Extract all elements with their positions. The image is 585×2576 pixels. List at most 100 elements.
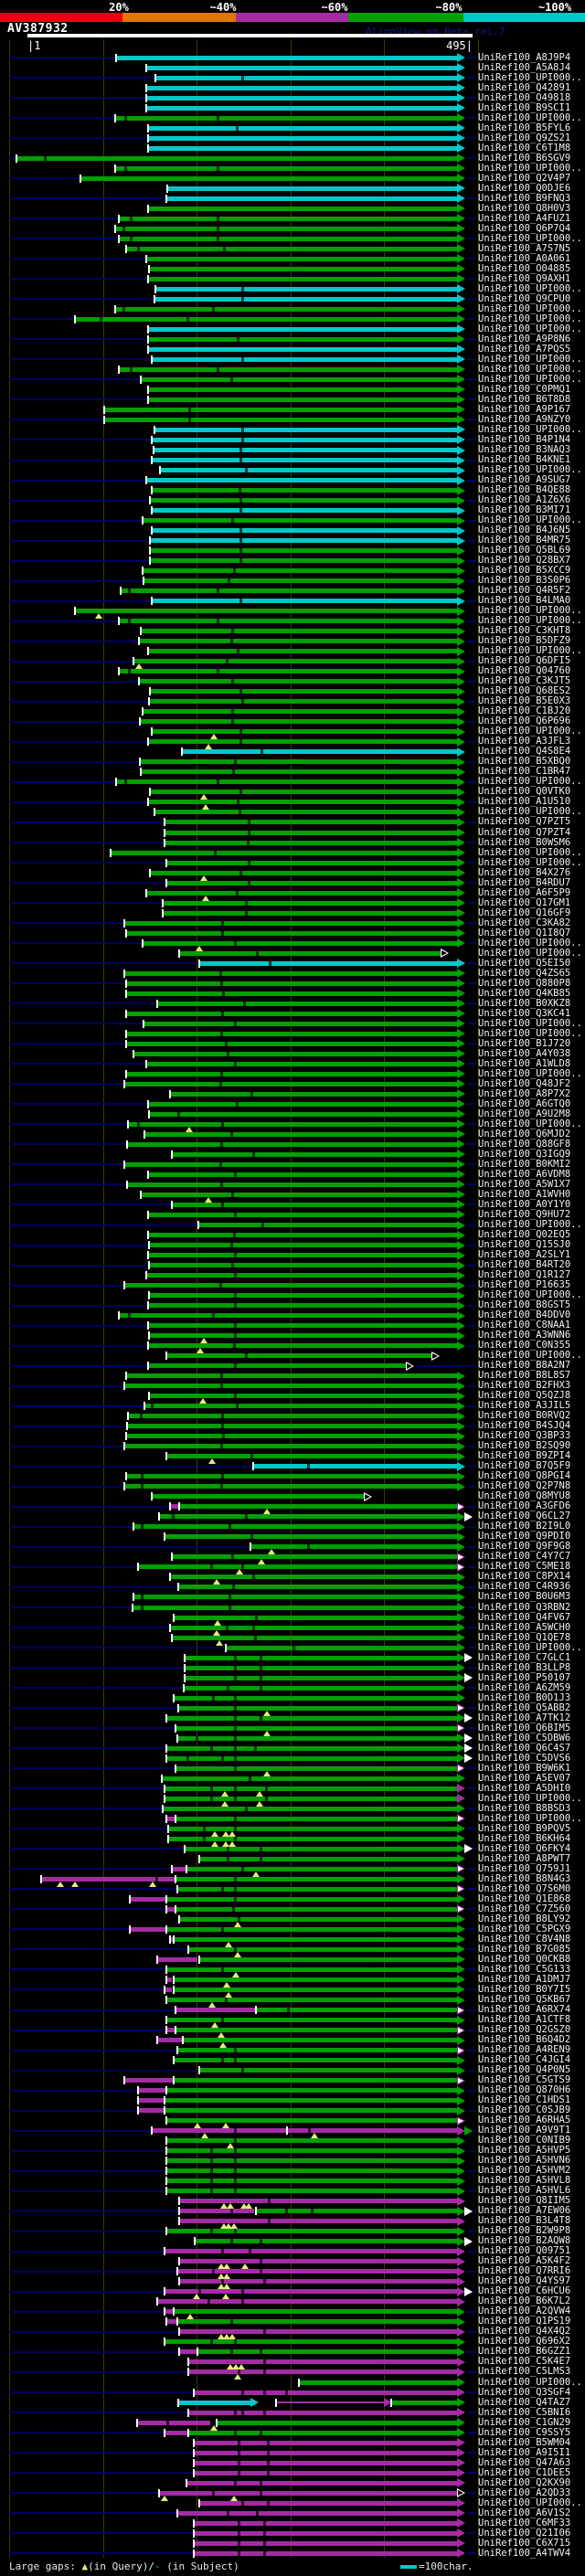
alignment-row[interactable]: UniRef100_C8NAA1 [0,1320,585,1330]
alignment-row[interactable]: UniRef100_A4Y038 [0,1048,585,1059]
alignment-row[interactable]: UniRef100_UPI000.. [0,283,585,294]
alignment-row[interactable]: UniRef100_C3KJT5 [0,676,585,686]
alignment-row[interactable]: UniRef100_UPI000.. [0,938,585,951]
alignment-row[interactable]: UniRef100_B0XKZ8 [0,998,585,1009]
alignment-row[interactable]: UniRef100_Q09751 [0,2246,585,2256]
alignment-row[interactable]: UniRef100_B2I9L0 [0,1521,585,1532]
alignment-row[interactable]: UniRef100_A2QD33 [0,2487,585,2501]
alignment-row[interactable]: UniRef100_A3GFD6 [0,1501,585,1515]
alignment-row[interactable]: UniRef100_Q6P696 [0,716,585,726]
alignment-row[interactable]: UniRef100_B5XCC9 [0,566,585,576]
alignment-row[interactable]: UniRef100_A8J9P4 [0,52,585,63]
alignment-row[interactable]: UniRef100_Q8MYU8 [0,1491,585,1501]
alignment-row[interactable]: UniRef100_C7GLC1 [0,1652,585,1663]
alignment-row[interactable]: UniRef100_B8GST5 [0,1300,585,1310]
alignment-row[interactable]: UniRef100_B7G085 [0,1944,585,1957]
alignment-row[interactable]: UniRef100_B3LLP8 [0,1662,585,1673]
alignment-row[interactable]: UniRef100_B2FHX3 [0,1381,585,1391]
alignment-row[interactable]: UniRef100_UPI000.. [0,606,585,620]
alignment-row[interactable]: UniRef100_Q6CL27 [0,1511,585,1521]
alignment-row[interactable]: UniRef100_A9V9T1 [0,2125,585,2139]
alignment-row[interactable]: UniRef100_O49818 [0,92,585,103]
alignment-row[interactable]: UniRef100_A9U2M8 [0,1108,585,1119]
alignment-row[interactable]: UniRef100_B5E0X3 [0,696,585,706]
alignment-row[interactable]: UniRef100_Q2V4P7 [0,173,585,184]
alignment-row[interactable]: UniRef100_Q2KX90 [0,2477,585,2488]
alignment-row[interactable]: UniRef100_A9I5I1 [0,2447,585,2458]
alignment-row[interactable]: UniRef100_Q17GM1 [0,897,585,908]
alignment-row[interactable]: UniRef100_Q9F9G8 [0,1542,585,1555]
alignment-row[interactable]: UniRef100_B6KH64 [0,1833,585,1847]
alignment-row[interactable]: UniRef100_Q870H6 [0,2085,585,2095]
alignment-row[interactable]: UniRef100_Q2P7N8 [0,1481,585,1491]
alignment-row[interactable]: UniRef100_Q68ES2 [0,686,585,696]
alignment-row[interactable]: UniRef100_A5HVM2 [0,2166,585,2176]
alignment-row[interactable]: UniRef100_B4P1N4 [0,434,585,445]
alignment-row[interactable]: UniRef100_C6HCU6 [0,2286,585,2300]
alignment-row[interactable]: UniRef100_C6X715 [0,2538,585,2549]
alignment-row[interactable]: UniRef100_B9W6K1 [0,1763,585,1776]
alignment-row[interactable]: UniRef100_A1WVH0 [0,1189,585,1203]
alignment-row[interactable]: UniRef100_A4TWV4 [0,2548,585,2559]
alignment-row[interactable]: UniRef100_UPI000.. [0,2377,585,2388]
alignment-row[interactable]: UniRef100_B9PQV5 [0,1823,585,1837]
alignment-row[interactable]: UniRef100_Q0VTK0 [0,787,585,800]
alignment-row[interactable]: UniRef100_A4FUZ1 [0,213,585,224]
alignment-row[interactable]: UniRef100_B4RDU7 [0,877,585,888]
alignment-row[interactable]: UniRef100_UPI000.. [0,1028,585,1039]
alignment-row[interactable]: UniRef100_UPI000.. [0,2497,585,2508]
alignment-row[interactable]: UniRef100_Q8PGI4 [0,1471,585,1481]
alignment-row[interactable]: UniRef100_Q9ZS21 [0,133,585,143]
alignment-row[interactable]: UniRef100_Q1I8Q7 [0,928,585,938]
alignment-row[interactable]: UniRef100_Q9CPU0 [0,293,585,304]
alignment-row[interactable]: UniRef100_Q0CKB8 [0,1954,585,1965]
alignment-row[interactable]: UniRef100_Q1E868 [0,1893,585,1904]
alignment-row[interactable]: UniRef100_B4MR75 [0,535,585,546]
alignment-row[interactable]: UniRef100_Q8IIM5 [0,2196,585,2210]
alignment-row[interactable]: UniRef100_A0Y1Y0 [0,1199,585,1210]
alignment-row[interactable]: UniRef100_Q9AXH1 [0,273,585,284]
alignment-row[interactable]: UniRef100_Q3KC41 [0,1008,585,1019]
alignment-row[interactable]: UniRef100_C4JGI4 [0,2055,585,2065]
alignment-row[interactable]: UniRef100_C5LMS3 [0,2367,585,2380]
alignment-row[interactable]: UniRef100_B5FYL6 [0,122,585,133]
alignment-row[interactable]: UniRef100_C0NIB9 [0,2136,585,2149]
alignment-row[interactable]: UniRef100_B0U6M3 [0,1592,585,1602]
alignment-row[interactable]: UniRef100_Q1PS19 [0,2316,585,2327]
alignment-row[interactable]: UniRef100_B6T8D8 [0,394,585,405]
alignment-row[interactable]: UniRef100_Q4KB85 [0,988,585,999]
alignment-row[interactable]: UniRef100_Q4TAZ7 [0,2397,585,2408]
alignment-row[interactable]: UniRef100_C1GN29 [0,2417,585,2431]
alignment-row[interactable]: UniRef100_UPI000.. [0,364,585,375]
alignment-row[interactable]: UniRef100_C5ME18 [0,1562,585,1575]
alignment-row[interactable]: UniRef100_C7Z560 [0,1903,585,1914]
alignment-row[interactable]: UniRef100_Q4S8E4 [0,747,585,757]
alignment-row[interactable]: UniRef100_A9SUG7 [0,475,585,485]
alignment-row[interactable]: UniRef100_B8N4G3 [0,1873,585,1887]
alignment-row[interactable]: UniRef100_Q48JF2 [0,1078,585,1089]
alignment-row[interactable]: UniRef100_Q42891 [0,82,585,93]
alignment-row[interactable]: UniRef100_Q02EQ5 [0,1230,585,1240]
alignment-row[interactable]: UniRef100_Q6DFI5 [0,656,585,670]
alignment-row[interactable]: UniRef100_UPI000.. [0,1642,585,1653]
alignment-row[interactable]: UniRef100_UPI000.. [0,424,585,435]
alignment-row[interactable]: UniRef100_B4LMA0 [0,596,585,606]
alignment-row[interactable]: UniRef100_A0A061 [0,253,585,264]
alignment-row[interactable]: UniRef100_Q6MJD2 [0,1129,585,1140]
alignment-row[interactable]: UniRef100_B4SJQ4 [0,1421,585,1431]
alignment-row[interactable]: UniRef100_UPI000.. [0,374,585,385]
alignment-row[interactable]: UniRef100_Q6BIM5 [0,1723,585,1736]
alignment-row[interactable]: UniRef100_Q880P8 [0,978,585,989]
alignment-row[interactable]: UniRef100_B0D1J3 [0,1692,585,1703]
alignment-row[interactable]: UniRef100_Q4YS97 [0,2276,585,2290]
alignment-row[interactable]: UniRef100_B4RT20 [0,1260,585,1270]
alignment-row[interactable]: UniRef100_A5DHI0 [0,1783,585,1797]
alignment-row[interactable]: UniRef100_UPI000.. [0,857,585,868]
alignment-row[interactable]: UniRef100_B1J720 [0,1038,585,1049]
alignment-row[interactable]: UniRef100_UPI000.. [0,616,585,626]
alignment-row[interactable]: UniRef100_A7EW06 [0,2206,585,2216]
alignment-row[interactable]: UniRef100_B2W9P8 [0,2226,585,2236]
alignment-row[interactable]: UniRef100_UPI000.. [0,1220,585,1230]
alignment-row[interactable]: UniRef100_A1DMJ7 [0,1974,585,1988]
alignment-row[interactable]: UniRef100_A2QVW4 [0,2306,585,2320]
